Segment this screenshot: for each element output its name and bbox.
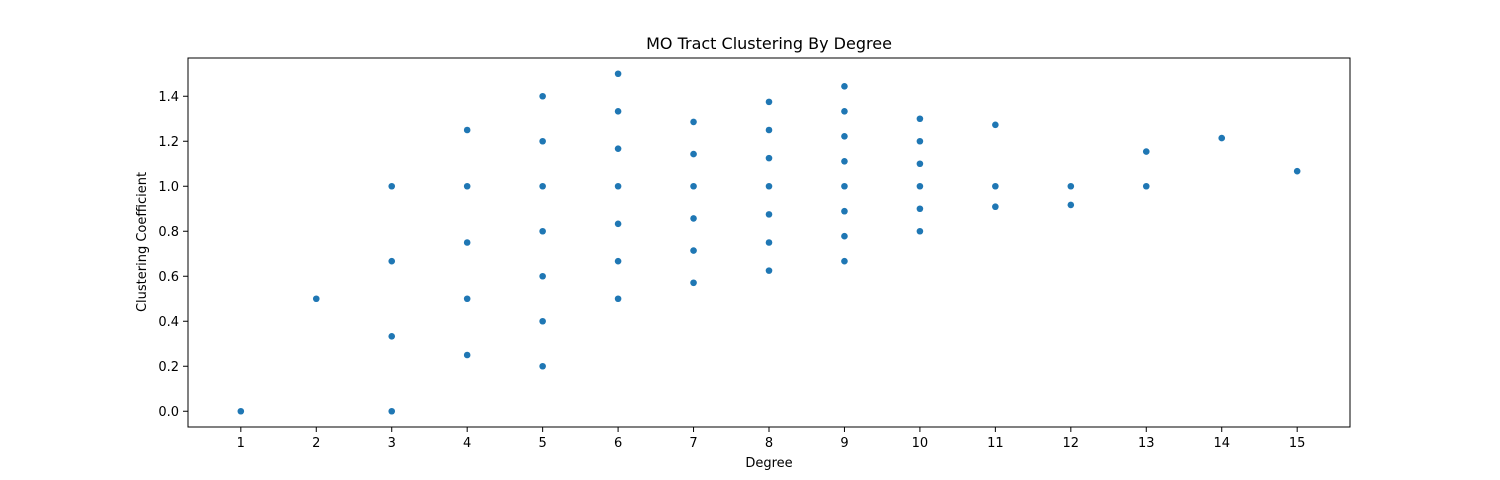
data-point	[1142, 148, 1150, 155]
y-axis-ticks: 0.0 0.2 0.4 0.6 0.8 1.0 1.2 1.4	[158, 90, 188, 420]
data-point	[614, 70, 622, 78]
data-point	[1067, 182, 1075, 190]
data-point	[841, 257, 848, 265]
data-point	[539, 227, 546, 235]
y-tick-label: 0.0	[158, 405, 179, 420]
data-point	[388, 257, 396, 265]
data-point	[614, 295, 622, 303]
y-axis-label: Clustering Coefficient	[135, 172, 150, 312]
data-point	[539, 317, 546, 325]
data-point	[992, 121, 999, 129]
data-point	[841, 207, 848, 215]
x-tick-label: 5	[538, 436, 546, 451]
data-point	[388, 407, 396, 415]
chart-title: MO Tract Clustering By Degree	[646, 34, 892, 53]
data-point	[841, 157, 848, 165]
data-point	[690, 279, 697, 287]
data-point	[463, 295, 471, 303]
x-axis-ticks: 1 2 3 4 5 6 7 8 9 10 11 12 13 14 15	[237, 427, 1306, 451]
data-point	[614, 257, 622, 265]
data-point	[690, 182, 697, 190]
x-tick-label: 10	[912, 436, 929, 451]
y-tick-label: 0.8	[158, 225, 179, 240]
data-point	[1142, 182, 1150, 190]
x-tick-label: 15	[1289, 436, 1306, 451]
data-point	[388, 333, 396, 340]
data-point	[237, 407, 245, 415]
data-point	[765, 267, 773, 274]
x-tick-label: 1	[237, 436, 245, 451]
data-point	[690, 150, 697, 158]
data-point	[614, 108, 622, 115]
data-point	[690, 247, 697, 254]
data-point	[916, 160, 924, 168]
data-point	[1218, 134, 1226, 142]
data-point	[841, 83, 848, 90]
x-tick-label: 4	[463, 436, 471, 451]
x-tick-label: 12	[1063, 436, 1080, 451]
x-tick-label: 14	[1213, 436, 1230, 451]
data-point	[614, 182, 622, 190]
data-point	[614, 145, 622, 152]
data-point	[614, 220, 622, 228]
data-point	[765, 126, 773, 134]
data-point	[992, 203, 999, 211]
x-tick-label: 8	[765, 436, 773, 451]
data-point	[690, 215, 697, 222]
y-tick-label: 0.4	[158, 315, 179, 330]
y-tick-label: 1.0	[158, 180, 179, 195]
data-point	[463, 126, 471, 134]
data-point	[388, 182, 396, 190]
data-point	[312, 295, 320, 303]
data-point	[916, 182, 924, 190]
x-axis-label: Degree	[745, 456, 792, 471]
data-point	[841, 182, 848, 190]
x-tick-label: 13	[1138, 436, 1155, 451]
data-point	[916, 205, 924, 213]
data-point	[539, 272, 546, 280]
x-tick-label: 3	[388, 436, 396, 451]
y-tick-label: 0.6	[158, 270, 179, 285]
data-point	[539, 92, 546, 100]
data-point	[916, 115, 924, 123]
data-point	[690, 118, 697, 126]
data-point	[765, 154, 773, 162]
data-point	[841, 108, 848, 115]
data-point	[539, 362, 546, 370]
data-point	[765, 98, 773, 106]
data-point	[916, 227, 924, 235]
x-tick-label: 11	[987, 436, 1004, 451]
data-point	[1067, 201, 1075, 209]
x-tick-label: 9	[840, 436, 848, 451]
data-point	[463, 239, 471, 246]
x-tick-label: 2	[312, 436, 320, 451]
x-tick-label: 6	[614, 436, 622, 451]
data-point	[539, 137, 546, 145]
data-point	[841, 133, 848, 140]
y-tick-label: 0.2	[158, 360, 179, 375]
data-points	[237, 70, 1301, 415]
data-point	[841, 232, 848, 240]
data-point	[539, 182, 546, 190]
data-point	[992, 182, 999, 190]
x-tick-label: 7	[689, 436, 697, 451]
data-point	[463, 182, 471, 190]
data-point	[916, 137, 924, 145]
y-tick-label: 1.4	[158, 90, 179, 105]
y-tick-label: 1.2	[158, 135, 179, 150]
data-point	[765, 211, 773, 218]
data-point	[765, 239, 773, 246]
data-point	[1293, 167, 1301, 175]
data-point	[765, 182, 773, 190]
data-point	[463, 351, 471, 359]
